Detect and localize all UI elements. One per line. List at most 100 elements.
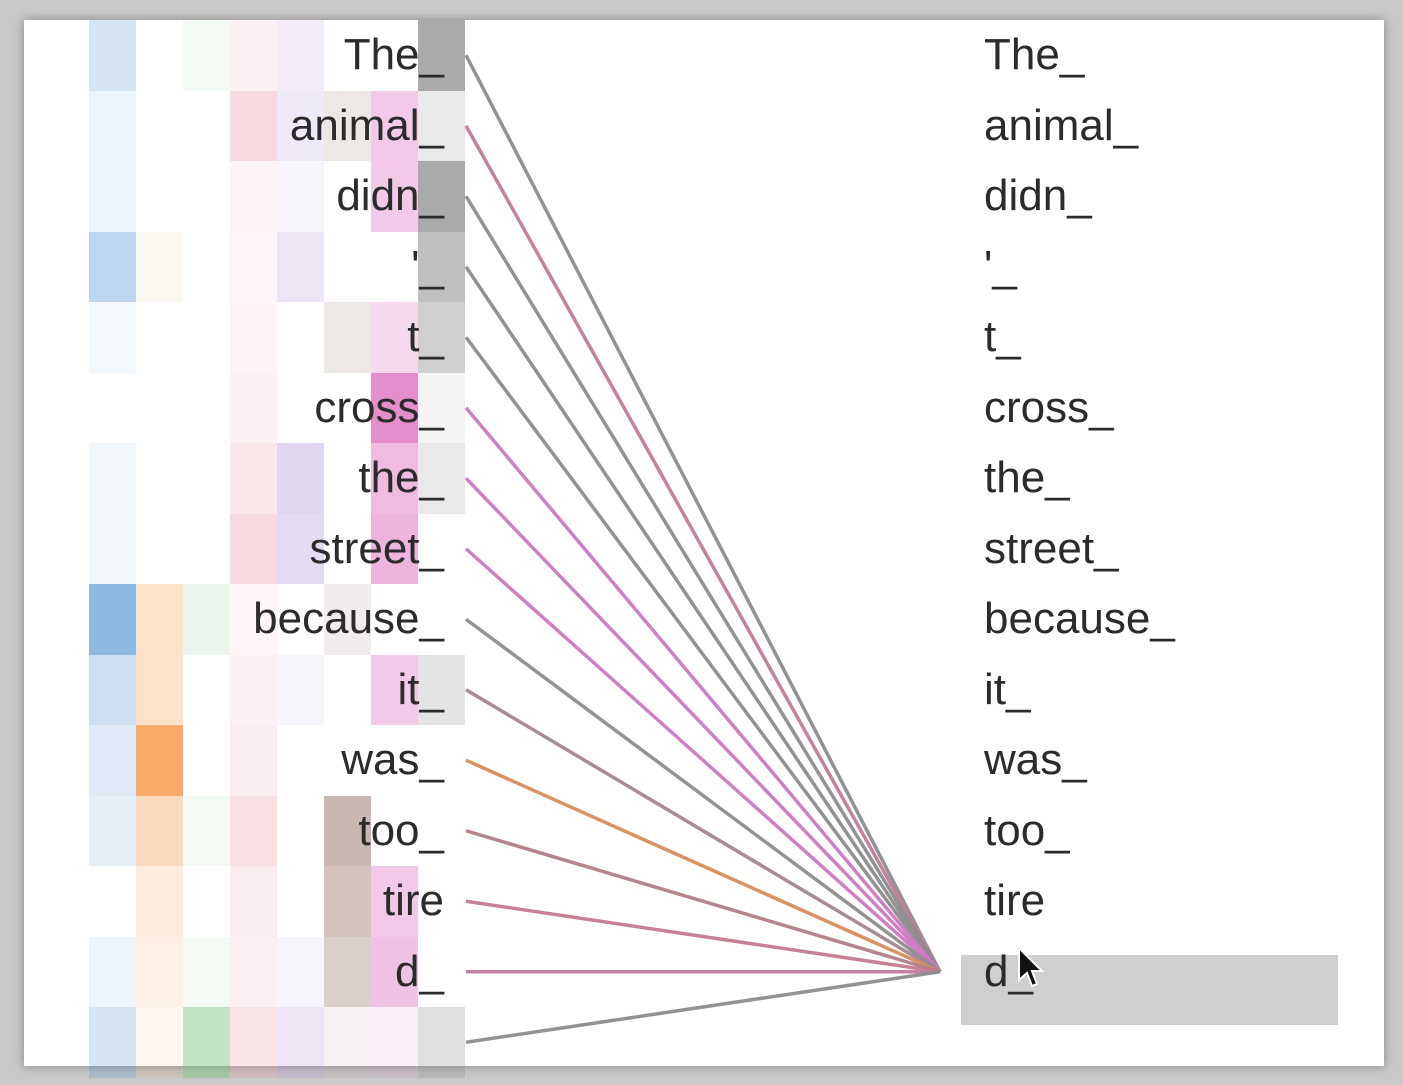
heatmap-cell [89, 1007, 136, 1078]
heatmap-cell [277, 1007, 324, 1078]
heatmap-cell [324, 302, 371, 373]
source-token[interactable]: because_ [253, 594, 444, 643]
source-token[interactable]: animal_ [289, 100, 444, 150]
heatmap-cell [277, 161, 324, 232]
heatmap-cell [277, 90, 324, 161]
heatmap-cell [324, 866, 371, 937]
heatmap-cell [418, 231, 465, 302]
heatmap-cell [136, 1007, 183, 1078]
heatmap-cell [230, 725, 277, 796]
target-token[interactable]: t_ [984, 312, 1021, 361]
target-token[interactable]: street_ [984, 523, 1119, 573]
heatmap-cell [136, 795, 183, 866]
heatmap-cell [418, 372, 465, 443]
heatmap-cell [183, 584, 230, 655]
heatmap-cell [230, 795, 277, 866]
source-token[interactable]: the_ [358, 453, 444, 502]
heatmap-cell [136, 936, 183, 1007]
heatmap-cell [230, 443, 277, 514]
heatmap-cell [136, 866, 183, 937]
source-token[interactable]: t_ [407, 312, 444, 361]
target-token[interactable]: '_ [984, 241, 1017, 291]
heatmap-cell [89, 795, 136, 866]
heatmap-cell [230, 1007, 277, 1078]
heatmap-cell [136, 231, 183, 302]
heatmap-cell [136, 654, 183, 725]
heatmap-cell [277, 20, 324, 91]
heatmap-cell [230, 161, 277, 232]
heatmap-cell [230, 372, 277, 443]
heatmap-cell [324, 90, 371, 161]
heatmap-cell [277, 513, 324, 584]
heatmap-cell [230, 302, 277, 373]
heatmap-cell [371, 161, 418, 232]
source-token[interactable]: it_ [397, 664, 444, 714]
heatmap-cell [418, 90, 465, 161]
heatmap-cell [371, 90, 418, 161]
target-token[interactable]: too_ [984, 805, 1070, 855]
heatmap-cell [183, 1007, 230, 1078]
target-token[interactable]: was_ [984, 735, 1087, 784]
heatmap-cell [230, 20, 277, 91]
heatmap-cell [230, 936, 277, 1007]
heatmap-cell [418, 443, 465, 514]
source-token[interactable]: too_ [358, 805, 444, 855]
target-token[interactable]: didn_ [984, 171, 1092, 220]
heatmap-cell [230, 90, 277, 161]
source-token[interactable]: cross_ [314, 382, 444, 432]
attention-visualization: The_ animal_ didn_ '_ t_ cross_ the_ street_bec… [24, 20, 1384, 1078]
heatmap-cell [371, 936, 418, 1007]
heatmap-cell [230, 654, 277, 725]
heatmap-cell [89, 654, 136, 725]
heatmap-cell [418, 302, 465, 373]
source-token[interactable]: street_ [309, 523, 444, 573]
heatmap-cell [230, 231, 277, 302]
heatmap-cell [371, 1007, 418, 1078]
source-token[interactable]: '_ [411, 241, 444, 291]
heatmap-cell [183, 795, 230, 866]
heatmap-cell [89, 584, 136, 655]
heatmap-cell [371, 372, 418, 443]
heatmap-cell [277, 654, 324, 725]
heatmap-cell [89, 513, 136, 584]
heatmap-cell [183, 20, 230, 91]
heatmap-cell [230, 584, 277, 655]
source-token[interactable]: The_ [343, 30, 444, 79]
heatmap-cell [277, 443, 324, 514]
heatmap-cell [136, 584, 183, 655]
source-token[interactable]: didn_ [336, 171, 444, 220]
heatmap-cell [324, 795, 371, 866]
heatmap-cell [324, 584, 371, 655]
source-token[interactable]: was_ [341, 735, 444, 784]
heatmap-cell [324, 936, 371, 1007]
source-token[interactable]: d_ [395, 946, 444, 996]
heatmap-cell [418, 20, 465, 91]
heatmap-cell [418, 654, 465, 725]
heatmap-cell [277, 231, 324, 302]
heatmap-cell [183, 936, 230, 1007]
heatmap-cell [230, 513, 277, 584]
target-token[interactable]: tire [984, 876, 1046, 925]
heatmap-cell [89, 231, 136, 302]
heatmap-cell [230, 866, 277, 937]
heatmap-cell [418, 1007, 465, 1078]
source-token[interactable]: tire [382, 876, 444, 925]
heatmap-cell [371, 866, 418, 937]
heatmap-cell [371, 443, 418, 514]
target-token[interactable]: because_ [984, 594, 1175, 643]
heatmap-cell [89, 936, 136, 1007]
target-token[interactable]: it_ [984, 664, 1031, 714]
target-token[interactable]: The_ [984, 30, 1085, 79]
heatmap-cell [89, 90, 136, 161]
target-token[interactable]: cross_ [984, 382, 1114, 432]
heatmap-cell [89, 443, 136, 514]
heatmap-cell [277, 936, 324, 1007]
heatmap-cell [371, 654, 418, 725]
heatmap-cell [89, 161, 136, 232]
mouse-pointer-icon [1018, 946, 1044, 988]
target-token[interactable]: animal_ [984, 100, 1139, 150]
target-token[interactable]: the_ [984, 453, 1070, 502]
heatmap-cell [89, 725, 136, 796]
heatmap-cell [136, 725, 183, 796]
heatmap-cell [89, 302, 136, 373]
